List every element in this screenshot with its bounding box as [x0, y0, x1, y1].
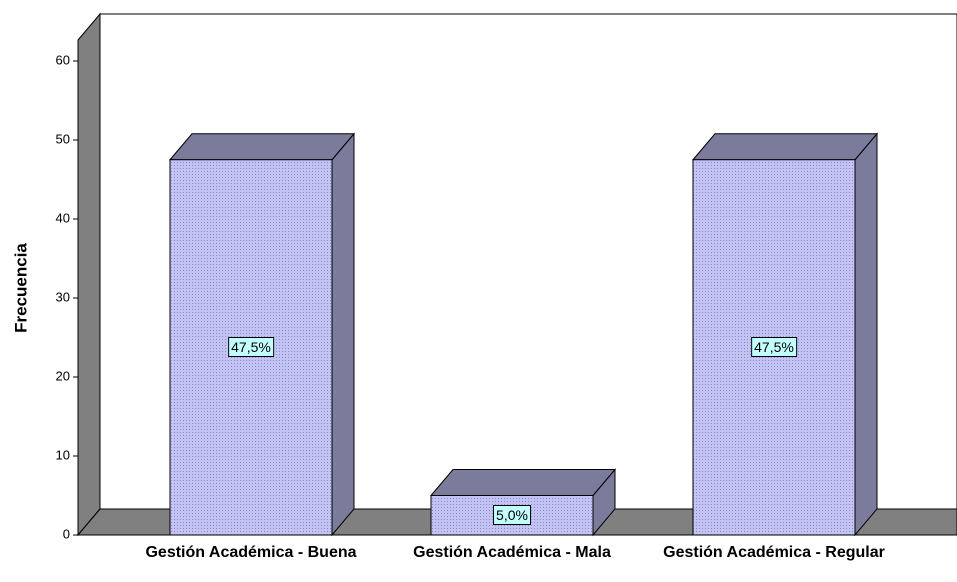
y-axis-label: Frecuencia — [11, 243, 30, 333]
y-tick-label: 10 — [56, 447, 70, 462]
y-tick-label: 30 — [56, 289, 70, 304]
y-tick-label: 0 — [63, 526, 70, 541]
x-tick-label: Gestión Académica - Buena — [145, 544, 357, 561]
bar-top — [168, 133, 356, 161]
value-label: 47,5% — [751, 337, 797, 358]
bar-side — [854, 132, 878, 537]
bar-top — [691, 133, 879, 161]
bar-side — [331, 132, 355, 537]
y-tick-label: 20 — [56, 368, 70, 383]
y-tick-label: 40 — [56, 210, 70, 225]
bar-top — [429, 469, 617, 496]
y-tick-label: 50 — [56, 131, 70, 146]
x-tick-label: Gestión Académica - Mala — [413, 544, 611, 561]
left-wall — [77, 12, 101, 537]
value-label: 5,0% — [493, 505, 531, 526]
y-tick-label: 60 — [56, 52, 70, 67]
value-label: 47,5% — [228, 337, 274, 358]
x-tick-label: Gestión Académica - Regular — [663, 544, 885, 561]
